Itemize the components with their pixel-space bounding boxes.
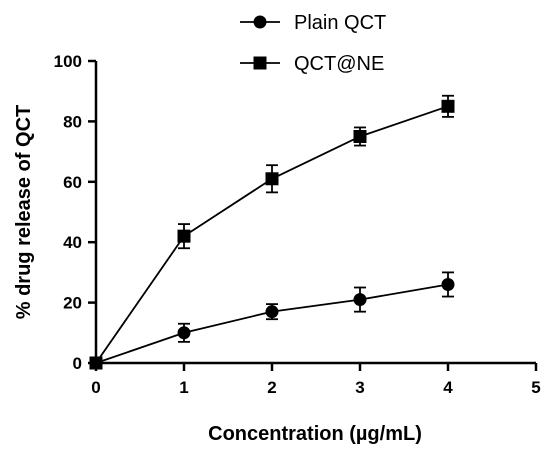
plot-area [89,94,455,370]
x-tick-label-3: 3 [355,378,364,397]
data-point-plain-qct-2 [265,305,279,319]
x-axis-title: Concentration (µg/mL) [208,423,422,445]
legend-marker-plain-qct [253,15,267,29]
data-point-plain-qct-3 [353,293,367,307]
series-plain-qct [89,271,455,370]
legend-marker-qct-ne [253,56,267,70]
x-tick-label-1: 1 [179,378,188,397]
data-point-plain-qct-4 [441,277,455,291]
x-tick-label-5: 5 [531,378,540,397]
data-point-qct-ne-3 [353,130,367,143]
series-qct-ne [89,94,455,370]
axes: 0 1 2 3 4 5 0 20 40 60 80 100 [54,52,541,397]
data-point-qct-ne-2 [265,172,279,186]
legend: Plain QCT QCT@NE [240,12,386,75]
y-tick-label-3: 60 [63,173,82,192]
x-tick-label-0: 0 [91,378,100,397]
legend-label-plain-qct: Plain QCT [294,12,386,34]
y-tick-label-0: 0 [73,354,82,373]
data-point-plain-qct-1 [177,326,191,340]
x-tick-label-4: 4 [443,378,453,397]
series-line-plain-qct [95,283,449,364]
data-point-qct-ne-1 [177,229,191,243]
legend-label-qct-ne: QCT@NE [294,53,384,75]
data-point-qct-ne-4 [441,99,455,113]
y-tick-label-2: 40 [63,233,82,252]
x-tick-label-2: 2 [267,378,276,397]
data-point-qct-ne-0 [89,356,103,370]
y-axis-title: % drug release of QCT [13,105,35,320]
series-line-qct-ne [95,105,449,364]
y-tick-label-1: 20 [63,294,82,313]
y-tick-label-5: 100 [54,52,82,71]
y-tick-label-4: 80 [63,112,82,131]
